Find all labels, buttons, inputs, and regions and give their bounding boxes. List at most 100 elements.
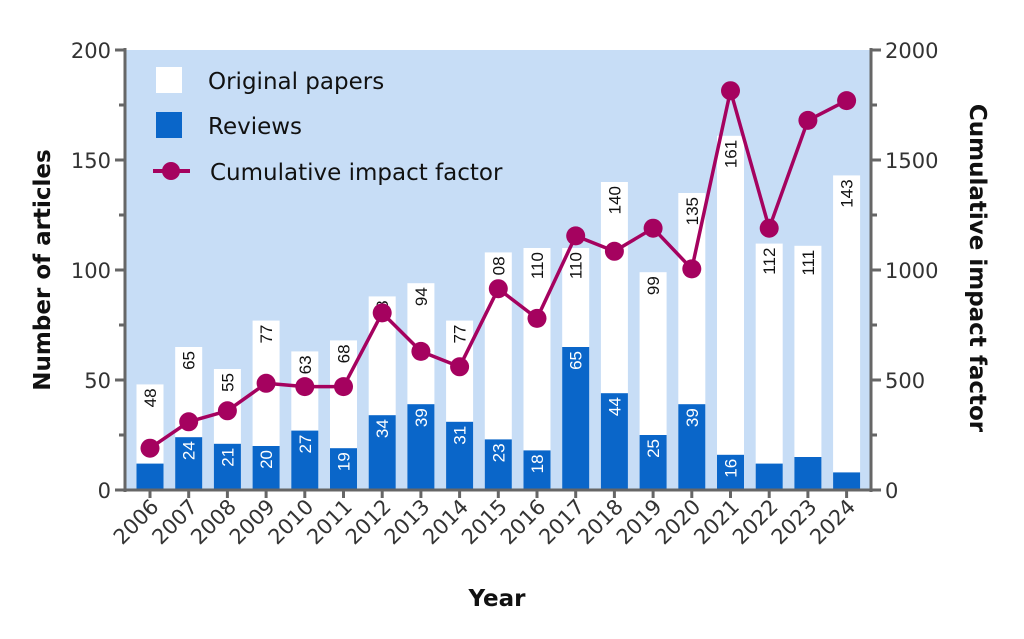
y2-tick-label: 500: [885, 369, 925, 393]
bar-reviews-label: 27: [296, 435, 315, 454]
bar-original-papers: [794, 245, 822, 490]
bar-total-label: 111: [799, 250, 818, 276]
bar-reviews: [175, 437, 203, 490]
legend-swatch-reviews: [156, 112, 182, 138]
y2-tick-label: 1500: [885, 149, 938, 173]
y-tick-label: 100: [71, 259, 111, 283]
bar-reviews: [291, 430, 319, 490]
bar-total-label: 63: [296, 355, 315, 374]
impact-factor-point: [334, 377, 353, 397]
bar-total-label: 143: [838, 179, 857, 207]
bar-reviews: [717, 454, 744, 490]
bar-reviews: [252, 446, 280, 490]
impact-factor-point: [682, 259, 702, 279]
impact-factor-point: [256, 373, 276, 393]
bar-total-label: 112: [760, 248, 779, 275]
bar-reviews-label: 23: [489, 443, 508, 462]
bar-reviews: [523, 450, 551, 490]
x-axis-title: Year: [467, 586, 526, 612]
impact-factor-point: [372, 303, 392, 323]
bar-reviews-label: 18: [528, 454, 547, 473]
bar-reviews-label: 20: [257, 450, 276, 469]
impact-factor-point: [566, 226, 586, 246]
impact-factor-point: [179, 412, 199, 432]
impact-factor-point: [643, 218, 663, 238]
bar-total-label: 77: [451, 325, 470, 344]
bar-reviews: [484, 439, 512, 490]
bar-total-label: 110: [567, 252, 586, 279]
bar-reviews: [562, 347, 590, 490]
bar-reviews: [678, 404, 706, 490]
impact-factor-point: [798, 110, 818, 130]
bar-total-label: 65: [180, 351, 199, 370]
legend-label-impact-factor: Cumulative impact factor: [210, 160, 503, 186]
bar-total-label: 94: [412, 287, 431, 306]
legend-marker-impact: [162, 162, 180, 180]
bars-layer: 4865245521772063276819834943977310823110…: [136, 135, 861, 491]
bar-reviews: [794, 457, 822, 490]
bar-total-label: 55: [218, 373, 237, 392]
bar-reviews-label: 39: [412, 408, 431, 427]
y2-axis-title: Cumulative impact factor: [964, 104, 990, 433]
legend-swatch-original-papers: [156, 67, 182, 93]
impact-factor-point: [140, 438, 160, 458]
bar-total-label: 48: [141, 388, 160, 407]
bar-reviews-label: 39: [683, 408, 702, 427]
y2-tick-label: 2000: [885, 39, 938, 63]
bar-reviews: [136, 463, 164, 490]
impact-factor-point: [759, 218, 779, 238]
bar-reviews-label: 16: [722, 459, 741, 478]
y-axis-title: Number of articles: [30, 149, 56, 390]
bar-reviews-label: 21: [218, 448, 237, 467]
impact-factor-point: [450, 357, 470, 377]
impact-factor-point: [488, 279, 508, 299]
bar-total-label: 08: [489, 256, 508, 275]
legend-label-original-papers: Original papers: [208, 69, 384, 95]
impact-factor-point: [217, 401, 237, 421]
x-tick-label: 2024: [805, 495, 860, 550]
bar-original-papers: [755, 243, 783, 490]
y-tick-label: 0: [98, 479, 111, 503]
bar-total-label: 77: [257, 325, 276, 344]
bar-total-label: 161: [722, 140, 741, 168]
bar-reviews-label: 24: [180, 441, 199, 460]
bar-reviews: [330, 448, 357, 490]
bar-total-label: 68: [335, 344, 354, 363]
impact-factor-point: [295, 377, 315, 397]
bar-reviews: [755, 463, 783, 490]
y-tick-label: 200: [71, 39, 111, 63]
legend: Original papers Reviews Cumulative impac…: [153, 67, 503, 186]
impact-factor-point: [721, 81, 740, 101]
bar-reviews-label: 31: [451, 426, 470, 445]
bar-total-label: 99: [644, 276, 663, 295]
impact-factor-point: [837, 91, 857, 111]
bar-reviews: [833, 472, 861, 490]
impact-line-layer: [140, 81, 857, 458]
bar-reviews: [213, 443, 241, 490]
bar-original-papers: [523, 248, 551, 490]
y2-tick-label: 0: [885, 479, 898, 503]
bar-reviews-label: 65: [567, 351, 586, 370]
y-tick-label: 150: [71, 149, 111, 173]
bar-reviews: [407, 404, 435, 490]
bar-reviews-label: 44: [605, 397, 624, 416]
legend-label-reviews: Reviews: [208, 114, 302, 140]
impact-factor-point: [604, 241, 624, 261]
bar-reviews-label: 34: [373, 419, 392, 438]
bar-reviews: [639, 435, 667, 490]
impact-factor-point: [527, 308, 547, 328]
bar-total-label: 135: [683, 197, 702, 225]
bar-total-label: 110: [528, 252, 547, 279]
bar-total-label: 140: [605, 186, 624, 214]
y2-tick-label: 1000: [885, 259, 938, 283]
impact-factor-point: [411, 341, 431, 361]
bar-original-papers: [717, 135, 744, 491]
bar-reviews: [600, 393, 628, 490]
bar-original-papers: [833, 175, 861, 490]
bar-reviews: [368, 415, 396, 490]
bar-reviews-label: 19: [335, 452, 354, 471]
bar-reviews: [446, 421, 474, 490]
y-tick-label: 50: [84, 369, 111, 393]
bar-reviews-label: 25: [644, 439, 663, 458]
